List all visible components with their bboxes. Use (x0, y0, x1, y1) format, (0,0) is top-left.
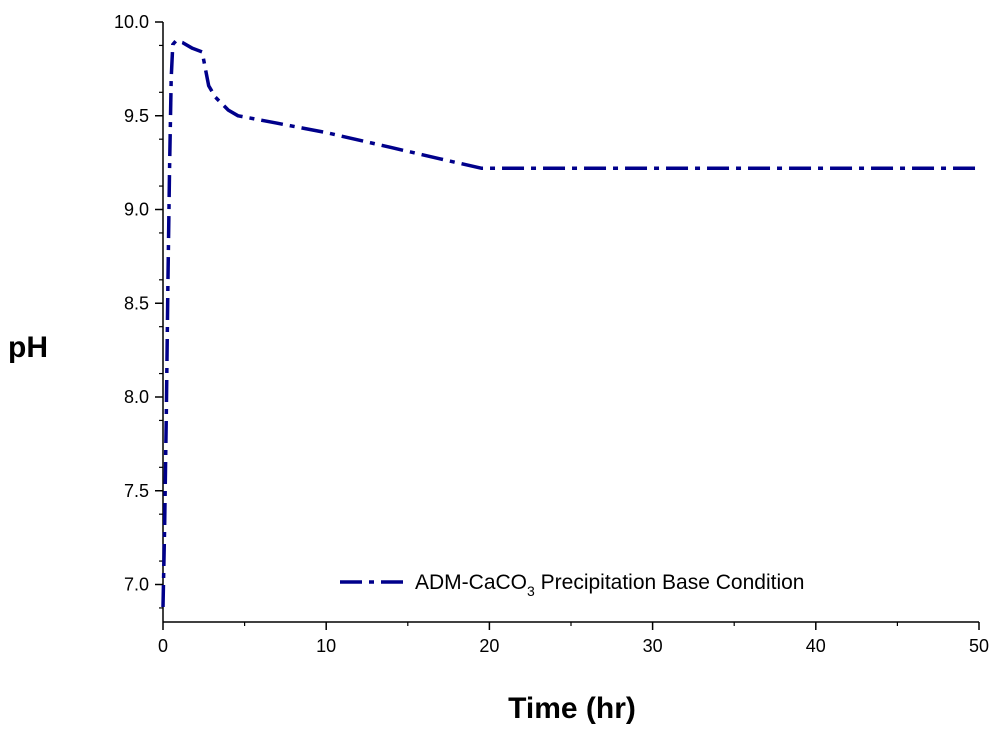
y-tick-label: 9.5 (124, 106, 149, 126)
x-tick-label: 0 (158, 636, 168, 656)
plot-area (161, 38, 979, 608)
series-line (161, 38, 979, 608)
y-axis-title: pH (8, 331, 48, 364)
x-tick-label: 20 (479, 636, 499, 656)
legend-label-sub: 3 (527, 583, 535, 599)
x-tick-label: 30 (643, 636, 663, 656)
x-tick-label: 50 (969, 636, 989, 656)
y-tick-label: 8.5 (124, 293, 149, 313)
y-tick-label: 9.0 (124, 200, 149, 220)
y-tick-label: 7.0 (124, 575, 149, 595)
y-tick-label: 10.0 (114, 12, 149, 32)
legend: ADM-CaCO3 Precipitation Base Condition (340, 571, 804, 599)
legend-label-rest: Precipitation Base Condition (535, 571, 805, 594)
legend-label: ADM-CaCO3 Precipitation Base Condition (415, 571, 804, 599)
y-tick-label: 8.0 (124, 387, 149, 407)
axes: 7.0 7.5 8.0 8.5 9.0 9.5 10.0 0 10 20 30 40 50 (114, 12, 989, 656)
y-tick-label: 7.5 (124, 481, 149, 501)
legend-label-main: ADM-CaCO (415, 571, 527, 594)
x-tick-label: 10 (316, 636, 336, 656)
x-tick-label: 40 (806, 636, 826, 656)
x-axis-title: Time (hr) (508, 692, 636, 725)
